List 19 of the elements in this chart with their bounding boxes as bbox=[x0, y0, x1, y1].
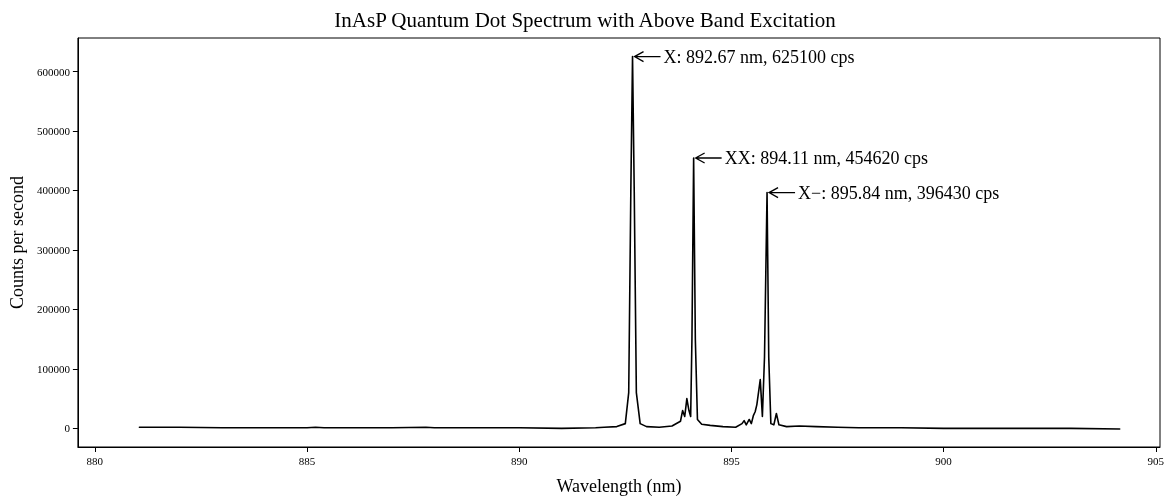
y-tick-label: 600000 bbox=[36, 65, 71, 78]
chart-title: InAsP Quantum Dot Spectrum with Above Band Excitation bbox=[334, 7, 837, 32]
y-tick-label: 400000 bbox=[36, 184, 71, 197]
y-axis-title: Counts per second bbox=[7, 176, 27, 309]
annotation: X: 892.67 nm, 625100 cps bbox=[663, 46, 855, 67]
y-tick-label: 200000 bbox=[36, 303, 71, 316]
annotation: XX: 894.11 nm, 454620 cps bbox=[724, 148, 928, 169]
y-tick-label: 500000 bbox=[36, 125, 71, 138]
x-tick-label: 885 bbox=[298, 454, 316, 467]
annotation: X−: 895.84 nm, 396430 cps bbox=[798, 182, 1000, 203]
y-tick-label: 100000 bbox=[36, 362, 71, 375]
x-tick-label: 890 bbox=[510, 454, 528, 467]
x-tick-label: 880 bbox=[86, 454, 104, 467]
y-tick-label: 300000 bbox=[36, 243, 71, 256]
x-tick-label: 895 bbox=[723, 454, 741, 467]
x-tick-label: 905 bbox=[1147, 454, 1165, 467]
x-axis-title: Wavelength (nm) bbox=[556, 476, 682, 497]
x-tick-label: 900 bbox=[935, 454, 953, 467]
y-tick-label: 0 bbox=[64, 422, 71, 435]
